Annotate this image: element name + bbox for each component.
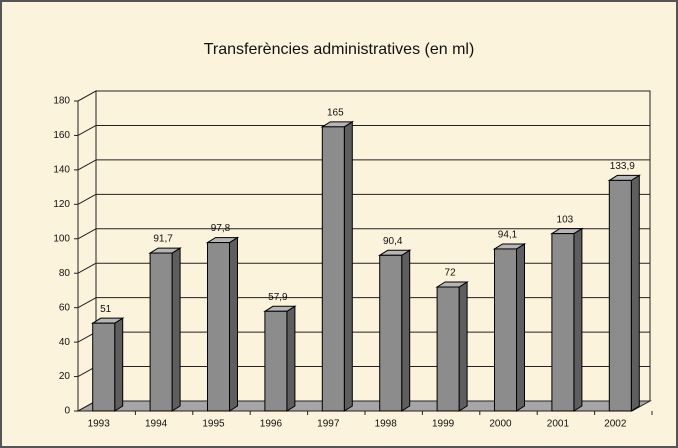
bar-side xyxy=(458,281,468,412)
bar xyxy=(379,254,403,412)
y-tick-label: 20 xyxy=(59,371,71,382)
grid-line xyxy=(77,262,97,274)
x-tick-label: 1994 xyxy=(145,419,168,430)
bar xyxy=(494,248,517,412)
y-tick-label: 80 xyxy=(59,268,71,279)
data-label: 103 xyxy=(557,214,574,225)
data-label: 91,7 xyxy=(153,234,173,245)
data-label: 165 xyxy=(327,107,344,118)
x-tick-label: 2002 xyxy=(604,419,627,430)
data-label: 72 xyxy=(445,268,457,279)
bar-side xyxy=(114,317,124,412)
data-label: 90,4 xyxy=(383,236,403,247)
grid-line xyxy=(77,193,97,205)
x-tick-label: 1996 xyxy=(260,419,283,430)
x-tick-label: 2000 xyxy=(489,419,512,430)
bar xyxy=(264,310,288,412)
y-tick-label: 160 xyxy=(53,130,70,141)
bar-side xyxy=(630,174,640,412)
bar-side xyxy=(401,249,411,412)
bar-side xyxy=(171,247,181,412)
x-tick-label: 2001 xyxy=(547,419,570,430)
bar xyxy=(321,126,345,412)
x-tick-label: 1993 xyxy=(88,419,111,430)
data-label: 97,8 xyxy=(211,223,231,234)
data-label: 94,1 xyxy=(498,230,518,241)
bar xyxy=(551,233,575,412)
x-tick-label: 1995 xyxy=(202,419,225,430)
grid-line xyxy=(77,159,97,171)
y-tick-label: 120 xyxy=(53,199,70,210)
bar xyxy=(608,179,632,412)
bar-side xyxy=(573,227,583,412)
bar xyxy=(436,286,460,412)
bar-side xyxy=(343,120,353,412)
bar-side xyxy=(516,243,525,412)
bar-side xyxy=(286,305,296,412)
grid-line xyxy=(77,125,97,136)
y-tick-label: 140 xyxy=(53,165,70,176)
grid-line xyxy=(77,90,97,102)
bar xyxy=(149,252,173,412)
bar-side xyxy=(229,236,238,412)
grid-line xyxy=(77,297,97,309)
data-label: 51 xyxy=(100,304,112,315)
grid-line xyxy=(77,228,97,240)
y-tick-label: 60 xyxy=(59,302,71,313)
chart-title: Transferències administratives (en ml) xyxy=(204,41,475,58)
data-label: 57,9 xyxy=(268,292,288,303)
bar xyxy=(207,242,230,412)
x-tick-label: 1997 xyxy=(317,419,340,430)
y-tick-label: 0 xyxy=(64,406,70,417)
bar xyxy=(92,322,116,412)
y-tick-label: 100 xyxy=(53,233,70,244)
y-tick-label: 180 xyxy=(53,96,70,107)
x-tick-label: 1999 xyxy=(432,419,455,430)
data-label: 133,9 xyxy=(610,161,635,172)
x-tick-label: 1998 xyxy=(375,419,398,430)
y-tick-label: 40 xyxy=(59,337,71,348)
